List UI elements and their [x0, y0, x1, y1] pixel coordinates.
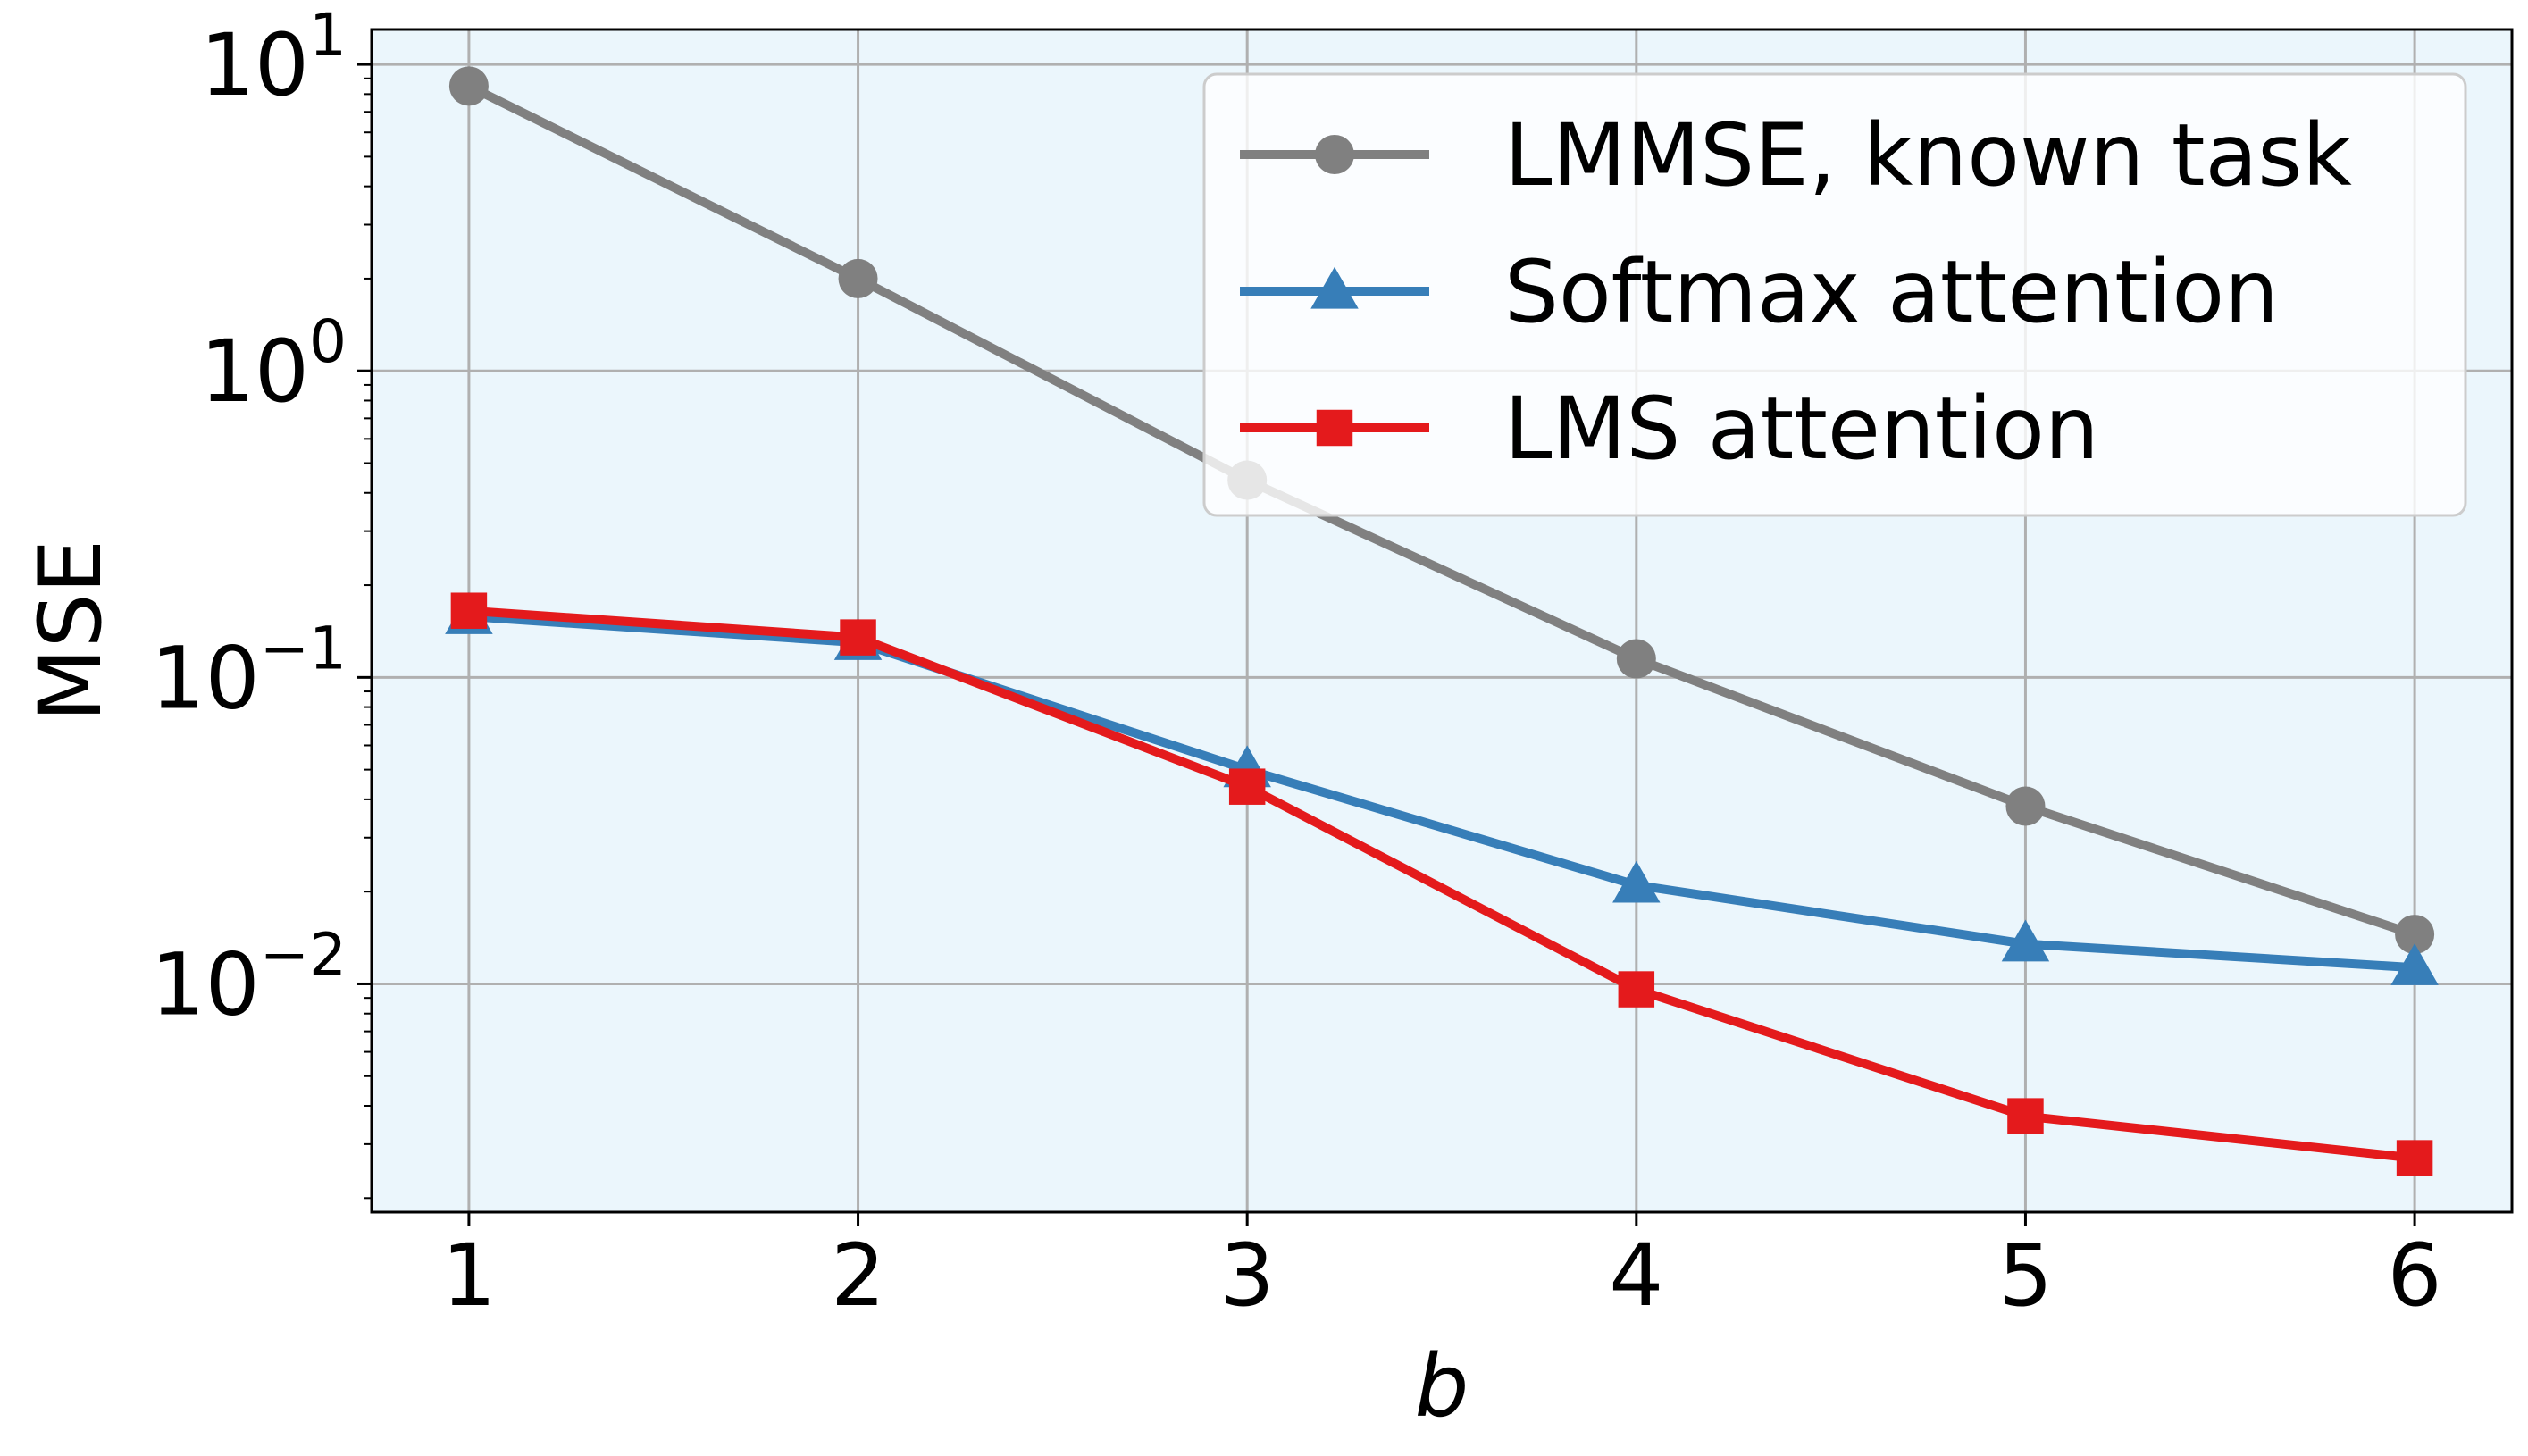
triangle-marker [2390, 942, 2439, 985]
y-tick-label: 101 [200, 1, 347, 115]
square-marker [840, 619, 876, 656]
x-tick-label: 4 [1609, 1226, 1663, 1326]
x-tick-label: 3 [1220, 1226, 1275, 1326]
legend: LMMSE, known task Softmax attention LMS at… [1202, 72, 2467, 517]
circle-marker [2005, 786, 2046, 826]
legend-entry: LMS attention [1240, 379, 2099, 479]
series-line [468, 612, 2415, 973]
x-tick-label: 5 [1998, 1226, 2053, 1326]
square-marker [2396, 1140, 2433, 1176]
plot-frame [370, 28, 2514, 1214]
y-axis: 101 100 10−1 10−2 [151, 1, 372, 1034]
triangle-marker [1310, 266, 1359, 309]
x-axis: 1 2 3 4 5 6 [441, 1212, 2442, 1326]
square-marker [2007, 1098, 2044, 1134]
triangle-marker [1612, 860, 1661, 903]
triangle-marker [2001, 919, 2050, 962]
square-marker [1316, 409, 1353, 447]
series-line [468, 606, 2415, 1163]
legend-label: LMMSE, known task [1504, 105, 2352, 205]
circle-marker [1616, 639, 1656, 679]
x-tick-label: 6 [2388, 1226, 2442, 1326]
y-tick-label: 10−2 [151, 920, 347, 1034]
legend-box [1202, 72, 2467, 517]
square-marker [1228, 768, 1266, 805]
legend-entry: Softmax attention [1240, 242, 2279, 342]
y-tick-label: 100 [200, 307, 347, 422]
circle-marker [1315, 135, 1354, 174]
series [450, 592, 2433, 1176]
legend-label: Softmax attention [1504, 242, 2279, 342]
circle-marker [448, 66, 489, 106]
legend-entry: LMMSE, known task [1240, 105, 2352, 205]
x-tick-label: 2 [831, 1226, 885, 1326]
x-axis-label: b [1415, 1336, 1469, 1436]
y-tick-label: 10−1 [151, 614, 347, 728]
y-axis-label: MSE [21, 540, 121, 722]
circle-marker [838, 258, 878, 298]
legend-label: LMS attention [1504, 379, 2099, 479]
series-layer [445, 66, 2439, 1176]
square-marker [450, 592, 488, 629]
circle-marker [2395, 915, 2435, 955]
square-marker [1618, 971, 1655, 1008]
series-line [466, 81, 2416, 939]
x-tick-label: 1 [441, 1226, 496, 1326]
